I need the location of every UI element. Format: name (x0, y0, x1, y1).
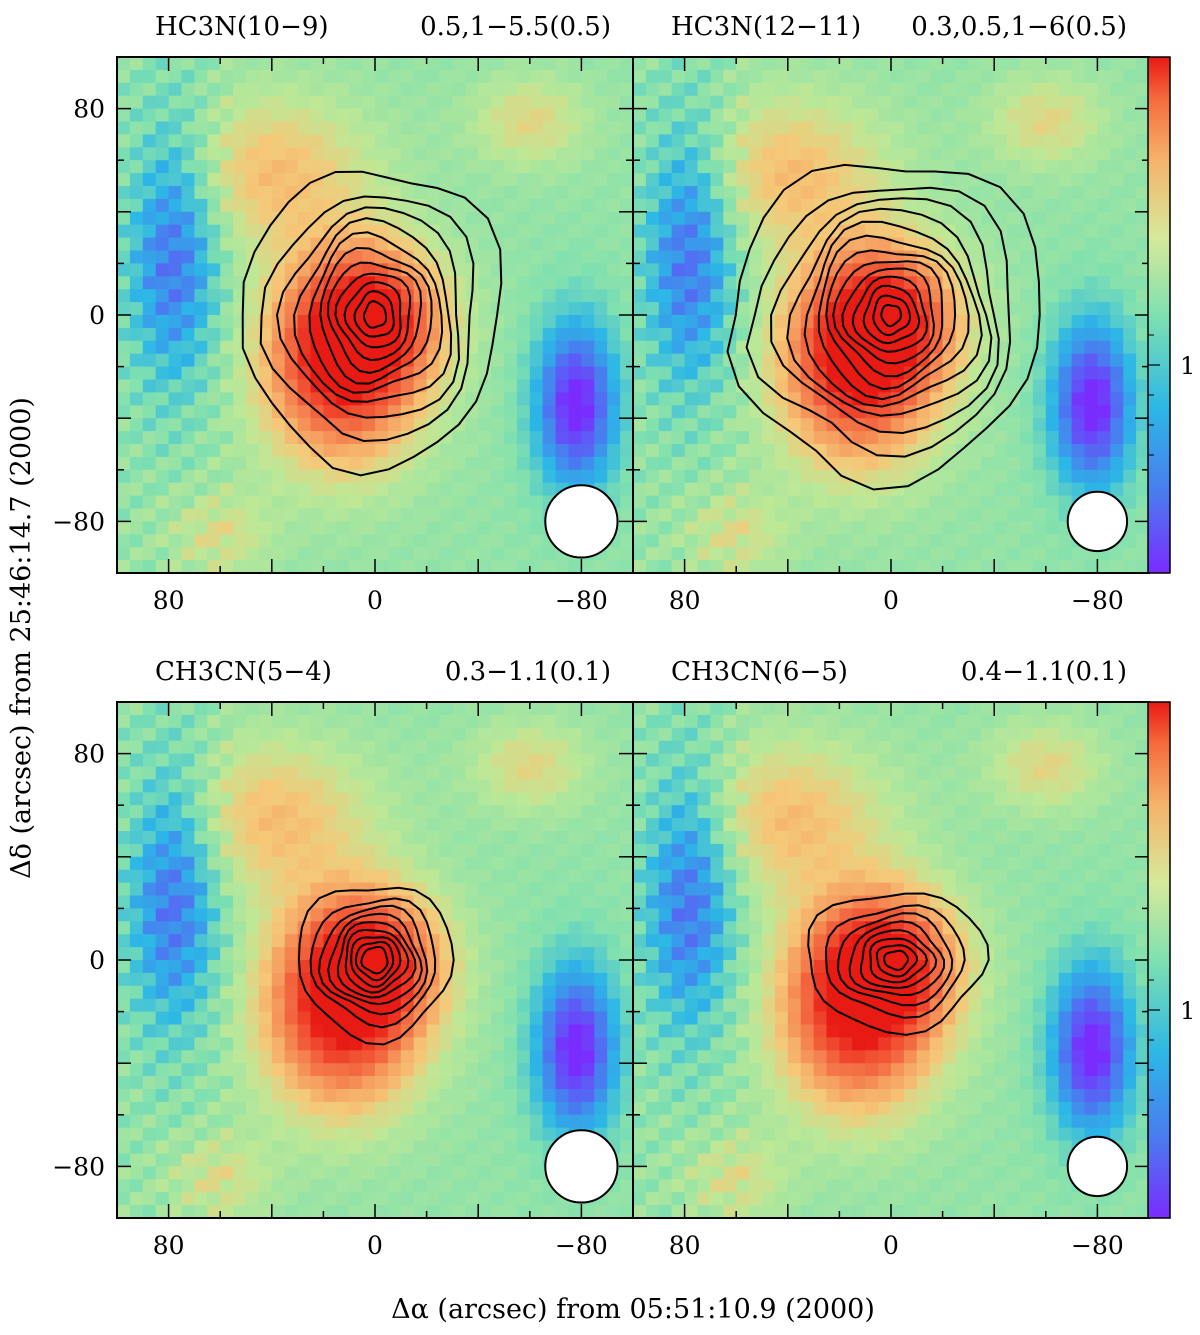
y-tick-label: 80 (73, 95, 105, 124)
contour-level (807, 892, 990, 1036)
contour-level (817, 234, 970, 401)
contour-level (343, 281, 402, 349)
contour-level (770, 197, 1000, 435)
contour-level (326, 261, 423, 375)
contour-level (336, 921, 417, 999)
panel-title-levels: 0.3−1.1(0.1) (445, 657, 611, 687)
x-tick-label: 80 (153, 586, 185, 615)
contour-level (319, 246, 433, 385)
panel-title-levels: 0.5,1−5.5(0.5) (420, 12, 611, 42)
contour-level (308, 231, 444, 394)
y-tick-label: −80 (52, 507, 105, 536)
contour-level (836, 912, 954, 1007)
contour-level (309, 897, 437, 1029)
beam-marker (544, 1129, 619, 1204)
panel-4-contours (807, 892, 990, 1036)
panel-4: 80 0 −80 CH3CN(6−5) 0.4−1.1(0.1) (632, 657, 1150, 1260)
beam-marker (1066, 1135, 1129, 1198)
contour-level (786, 207, 993, 417)
panel-title-species: CH3CN(5−4) (155, 657, 332, 687)
contour-level (825, 249, 957, 391)
colorbar-bottom: 1 (1147, 701, 1195, 1219)
contour-level (327, 912, 423, 1006)
contour-level (344, 928, 410, 994)
contour-level (745, 186, 1012, 458)
contour-level (803, 220, 983, 408)
x-tick-label: 80 (669, 1231, 701, 1260)
x-tick-label: −80 (555, 586, 608, 615)
x-tick-label: −80 (1071, 586, 1124, 615)
x-axis-label: Δα (arcsec) from 05:51:10.9 (2000) (391, 1294, 875, 1325)
contour-level (350, 936, 402, 988)
panel-1-image (117, 57, 633, 573)
contour-level (883, 949, 910, 972)
beam-marker (1066, 490, 1129, 553)
contour-level (851, 275, 929, 353)
panel-title-levels: 0.4−1.1(0.1) (961, 657, 1127, 687)
y-tick-label: 0 (89, 301, 105, 330)
contour-level (317, 904, 429, 1016)
x-tick-label: 0 (367, 586, 383, 615)
colorbar-top-tick-label: 1 (1180, 352, 1195, 380)
contour-level (334, 272, 412, 362)
panels-layer: 80 0 −80 80 0 −80 HC3N(10−9) 0.5,1−5.5(0.5) 80 0 −… (52, 12, 1150, 1260)
x-tick-label: 0 (883, 1231, 899, 1260)
x-tick-label: 80 (669, 586, 701, 615)
contour-level (363, 300, 388, 329)
contour-level (354, 940, 395, 982)
y-axis-label: Δδ (arcsec) from 25:46:14.7 (2000) (6, 397, 37, 879)
panel-title-species: CH3CN(6−5) (671, 657, 848, 687)
panel-2-image (633, 57, 1149, 573)
contour-level (293, 217, 453, 403)
colorbar-top: 1 (1147, 56, 1195, 574)
x-tick-label: −80 (1071, 1231, 1124, 1260)
contour-level (726, 163, 1041, 491)
contour-level (297, 886, 455, 1046)
x-tick-label: 0 (367, 1231, 383, 1260)
panel-title-levels: 0.3,0.5,1−6(0.5) (911, 12, 1127, 42)
x-tick-label: −80 (555, 1231, 608, 1260)
x-tick-label: 80 (153, 1231, 185, 1260)
contour-level (869, 937, 928, 984)
panel-title-species: HC3N(10−9) (155, 12, 329, 42)
contour-level (841, 267, 935, 365)
panel-3: 80 0 −80 80 0 −80 CH3CN(5−4) 0.3−1.1(0.1) (52, 657, 634, 1260)
x-tick-label: 0 (883, 586, 899, 615)
contour-level (275, 206, 461, 419)
contour-level (241, 170, 503, 477)
panel-2-contours (726, 163, 1041, 491)
contour-level (875, 944, 919, 978)
y-tick-label: 0 (89, 946, 105, 975)
panel-3-contours (297, 886, 455, 1046)
colorbar-bottom-tick-label: 1 (1180, 997, 1195, 1025)
panel-4-image (633, 702, 1149, 1218)
beam-marker (544, 484, 619, 559)
contour-level (259, 195, 475, 443)
panel-1: 80 0 −80 80 0 −80 HC3N(10−9) 0.5,1−5.5(0.5) (52, 12, 634, 615)
panel-title-species: HC3N(12−11) (671, 12, 861, 42)
contour-level (872, 294, 912, 337)
contour-level (832, 260, 944, 378)
panel-1-contours (241, 170, 503, 477)
contour-level (859, 929, 938, 989)
panel-2: 80 0 −80 HC3N(12−11) 0.3,0.5,1−6(0.5) (632, 12, 1150, 615)
y-tick-label: −80 (52, 1152, 105, 1181)
contour-level (824, 904, 966, 1019)
contour-level (862, 284, 921, 345)
contour-level (360, 945, 389, 975)
contour-level (848, 920, 946, 997)
y-tick-label: 80 (73, 740, 105, 769)
contour-level (353, 290, 395, 338)
panel-3-image (117, 702, 633, 1218)
contour-level (880, 303, 902, 328)
